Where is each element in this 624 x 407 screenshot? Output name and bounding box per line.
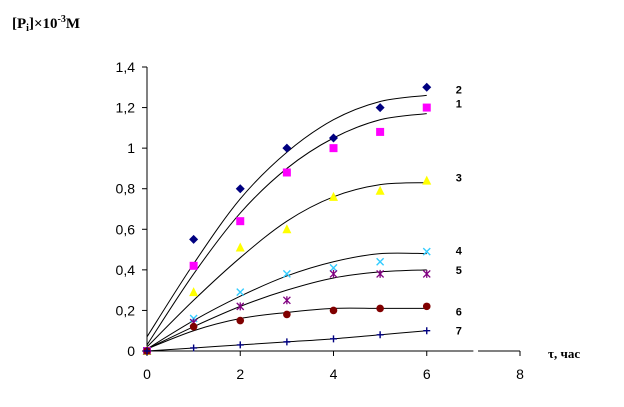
- data-point-series-4: [236, 288, 245, 297]
- data-point-series-5: [329, 269, 338, 278]
- y-tick-label: 1,2: [116, 100, 136, 116]
- data-point-series-2: [235, 184, 245, 194]
- data-point-series-1: [329, 144, 338, 153]
- data-point-series-5: [282, 296, 291, 305]
- series-label-6: 6: [456, 306, 462, 318]
- data-point-series-7: [143, 347, 151, 355]
- y-axis-title: [Pi]×10-3M: [12, 14, 80, 34]
- data-point-series-3: [235, 242, 245, 252]
- data-point-series-5: [236, 302, 245, 311]
- data-point-series-1: [422, 103, 431, 112]
- series-label-5: 5: [456, 265, 462, 277]
- fit-curve-5: [146, 269, 427, 350]
- x-axis-title: τ, час: [548, 346, 580, 361]
- data-point-series-3: [282, 224, 292, 234]
- x-tick-label: 8: [516, 366, 524, 382]
- data-point-series-7: [330, 335, 337, 343]
- data-point-series-7: [236, 341, 244, 349]
- data-point-series-3: [375, 185, 385, 195]
- data-point-series-1: [376, 127, 385, 136]
- data-point-series-2: [422, 82, 432, 92]
- data-point-series-4: [376, 257, 385, 266]
- data-point-series-3: [189, 287, 199, 297]
- data-point-series-6: [283, 310, 291, 319]
- data-point-series-3: [329, 191, 338, 201]
- x-tick-label: 6: [423, 366, 431, 382]
- x-tick-label: 4: [330, 366, 338, 382]
- series-label-2: 2: [456, 84, 462, 96]
- x-tick-label: 2: [236, 366, 244, 382]
- series-label-1: 1: [456, 99, 462, 111]
- data-markers: [142, 82, 432, 356]
- y-tick-label: 1,4: [116, 59, 136, 75]
- fit-curve-1: [146, 113, 427, 346]
- data-point-series-5: [376, 269, 385, 278]
- data-point-series-5: [422, 269, 431, 278]
- data-point-series-1: [189, 261, 198, 270]
- y-tick-label: 0,6: [116, 221, 136, 237]
- series-labels: 2 1 3 4 5 6 7: [456, 84, 463, 337]
- series-label-7: 7: [456, 326, 462, 338]
- data-point-series-7: [423, 327, 431, 335]
- data-point-series-2: [329, 133, 338, 143]
- data-point-series-2: [375, 103, 385, 113]
- data-point-series-1: [282, 168, 291, 177]
- data-point-series-6: [236, 316, 245, 325]
- y-tick-label: 0: [127, 343, 135, 359]
- y-tick-label: 0,2: [116, 302, 136, 318]
- data-point-series-1: [236, 217, 245, 226]
- data-point-series-4: [329, 263, 338, 272]
- y-tick-label: 0,8: [116, 181, 136, 197]
- fit-curve-3: [146, 182, 427, 348]
- data-point-series-6: [422, 302, 431, 311]
- y-tick-label: 0,4: [116, 262, 136, 278]
- data-point-series-2: [189, 234, 199, 244]
- series-label-3: 3: [456, 173, 462, 185]
- data-point-series-6: [329, 306, 338, 315]
- data-point-series-7: [376, 331, 384, 339]
- axes: 0 0,2 0,4 0,6 0,8 1 1,2 1,4 0 2 4 6 8: [116, 59, 525, 382]
- series-label-4: 4: [456, 246, 463, 258]
- y-tick-label: 1: [127, 140, 135, 156]
- data-point-series-4: [422, 247, 431, 256]
- x-tick-label: 0: [143, 366, 151, 382]
- data-point-series-7: [283, 338, 291, 346]
- data-point-series-7: [190, 344, 198, 352]
- data-point-series-6: [189, 322, 198, 331]
- data-point-series-6: [376, 304, 384, 313]
- data-point-series-4: [282, 269, 291, 278]
- data-point-series-3: [422, 175, 432, 185]
- data-point-series-2: [282, 143, 292, 153]
